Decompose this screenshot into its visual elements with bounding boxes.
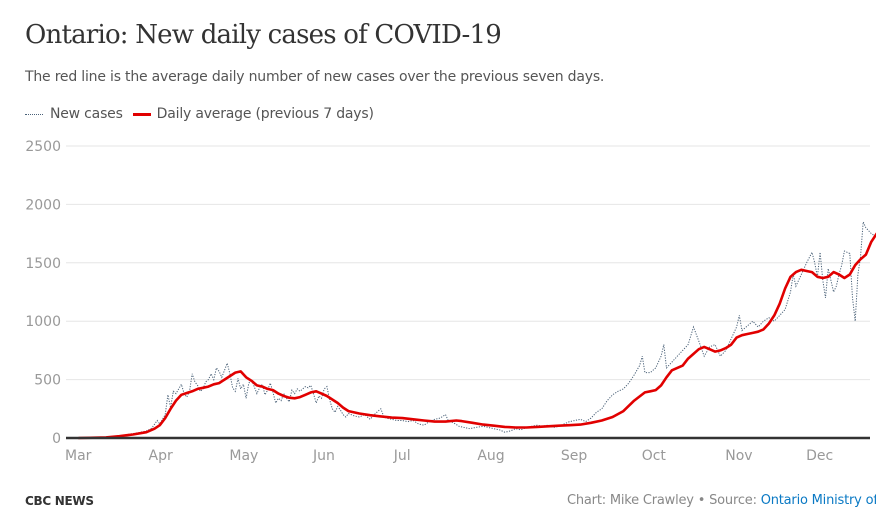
x-tick-label: Apr	[149, 448, 173, 464]
y-tick-label: 500	[34, 373, 61, 389]
y-tick-label: 2500	[25, 139, 61, 155]
y-tick-label: 1500	[25, 256, 61, 272]
red-line-swatch-icon	[132, 112, 151, 116]
chart-title: Ontario: New daily cases of COVID-19	[25, 20, 502, 50]
series-new-cases-line	[78, 219, 876, 439]
chart-subtitle: The red line is the average daily number…	[25, 69, 605, 85]
y-tick-label: 2000	[25, 197, 61, 213]
x-tick-label: Mar	[65, 448, 92, 464]
legend-item-daily-average: Daily average (previous 7 days)	[132, 106, 374, 122]
gridlines	[66, 145, 870, 381]
x-tick-label: Jul	[393, 448, 411, 464]
brand-logo: CBC NEWS	[25, 494, 94, 508]
credit-text: Chart: Mike Crawley • Source:	[567, 493, 761, 508]
x-tick-label: May	[229, 448, 258, 464]
source-link[interactable]: Ontario Ministry of	[760, 493, 876, 508]
legend: New cases Daily average (previous 7 days…	[25, 106, 384, 122]
dotted-line-swatch-icon	[25, 113, 43, 115]
legend-label-daily-average: Daily average (previous 7 days)	[156, 106, 374, 122]
x-tick-label: Oct	[642, 448, 667, 464]
y-tick-label: 1000	[25, 314, 61, 330]
legend-label-new-cases: New cases	[50, 106, 123, 122]
x-tick-label: Dec	[806, 448, 833, 464]
x-tick-label: Sep	[561, 448, 588, 464]
x-tick-label: Aug	[477, 448, 504, 464]
legend-item-new-cases: New cases	[25, 106, 123, 122]
series-daily-average-line	[77, 232, 876, 440]
x-tick-label: Nov	[725, 448, 752, 464]
chart-credit: Chart: Mike Crawley • Source: Ontario Mi…	[567, 493, 876, 508]
y-axis-ticks: 0 500 1000 1500 2000 2500	[25, 139, 61, 447]
y-tick-label: 0	[52, 431, 61, 447]
x-axis-ticks: Mar Apr May Jun Jul Aug Sep Oct Nov Dec	[65, 448, 833, 464]
x-tick-label: Jun	[312, 448, 335, 464]
line-chart: 0 500 1000 1500 2000 2500 Mar Apr May Jun Jul Aug S…	[25, 139, 876, 464]
